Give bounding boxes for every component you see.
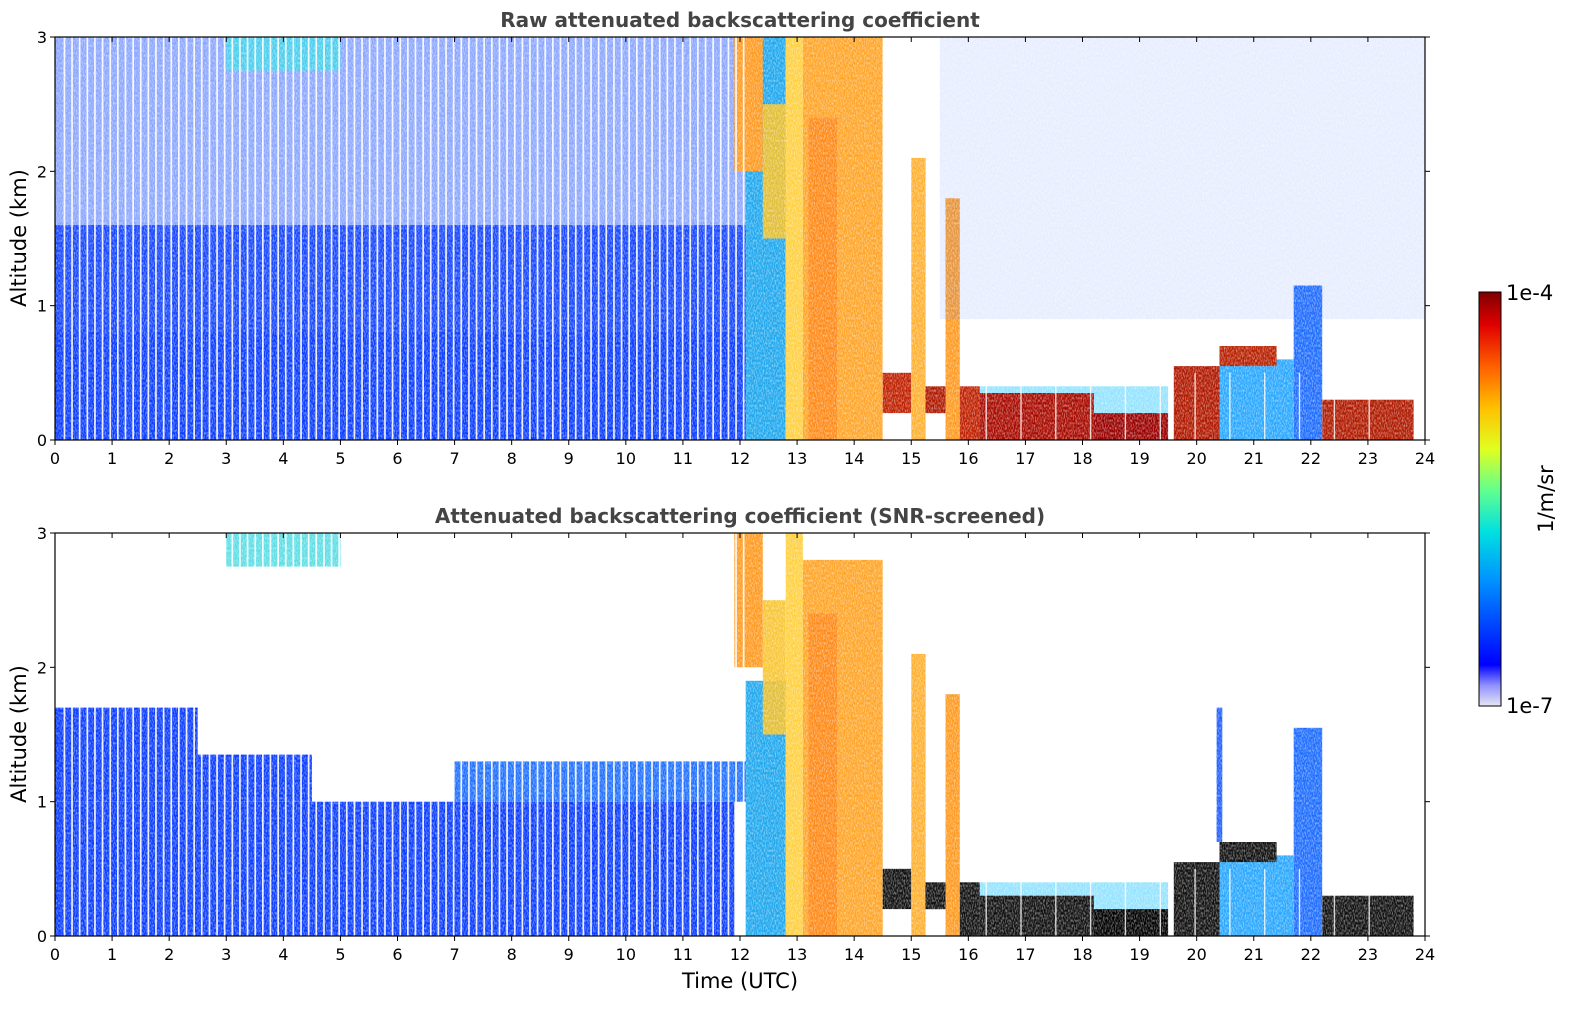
x-tick-label: 8 — [507, 449, 517, 468]
x-tick-label: 7 — [449, 945, 459, 964]
x-tick-label: 14 — [844, 945, 864, 964]
colorbar-max-label: 1e-4 — [1506, 281, 1553, 305]
x-tick-label: 3 — [221, 945, 231, 964]
panel-snr-screened: Attenuated backscattering coefficient (S… — [7, 504, 1435, 993]
y-tick-label: 0 — [37, 927, 47, 946]
x-tick-label: 21 — [1244, 449, 1264, 468]
x-tick-label: 24 — [1415, 945, 1435, 964]
x-tick-label: 13 — [787, 449, 807, 468]
colorbar-min-label: 1e-7 — [1506, 694, 1553, 718]
x-tick-label: 16 — [958, 945, 978, 964]
panel-title: Attenuated backscattering coefficient (S… — [435, 504, 1045, 528]
x-tick-label: 10 — [616, 449, 636, 468]
x-tick-label: 11 — [673, 449, 693, 468]
x-tick-label: 4 — [278, 945, 288, 964]
x-tick-label: 6 — [392, 945, 402, 964]
x-tick-label: 22 — [1301, 449, 1321, 468]
x-tick-label: 7 — [449, 449, 459, 468]
x-ticks: 0 1 2 3 4 5 6 7 8 9 10 11 12 13 14 15 16 17 18 19 20 21 22 23 24 — [50, 533, 1435, 964]
colorbar-unit-label: 1/m/sr — [1534, 465, 1558, 533]
x-tick-label: 0 — [50, 945, 60, 964]
x-tick-label: 22 — [1301, 945, 1321, 964]
y-axis-label: Altitude (km) — [7, 665, 31, 803]
x-tick-label: 14 — [844, 449, 864, 468]
colorbar-gradient — [1478, 291, 1502, 707]
x-tick-label: 2 — [164, 449, 174, 468]
x-tick-label: 17 — [1015, 945, 1035, 964]
y-tick-label: 0 — [37, 431, 47, 450]
y-tick-label: 3 — [37, 28, 47, 47]
x-tick-label: 6 — [392, 449, 402, 468]
x-tick-label: 11 — [673, 945, 693, 964]
x-tick-label: 20 — [1186, 945, 1206, 964]
x-axis-label: Time (UTC) — [681, 969, 798, 993]
x-tick-label: 9 — [564, 945, 574, 964]
noise-speckle — [55, 533, 1425, 936]
y-tick-label: 2 — [37, 162, 47, 181]
x-tick-label: 18 — [1072, 449, 1092, 468]
x-tick-label: 19 — [1129, 945, 1149, 964]
x-tick-label: 4 — [278, 449, 288, 468]
y-tick-label: 2 — [37, 658, 47, 677]
x-tick-label: 9 — [564, 449, 574, 468]
x-tick-label: 15 — [901, 449, 921, 468]
y-ticks: 0 1 2 3 — [37, 524, 1430, 946]
heatmap-raw — [55, 37, 1425, 440]
panel-raw: Raw attenuated backscattering coefficien… — [7, 8, 1435, 468]
x-tick-label: 5 — [335, 449, 345, 468]
x-tick-label: 12 — [730, 449, 750, 468]
y-tick-label: 3 — [37, 524, 47, 543]
x-tick-label: 16 — [958, 449, 978, 468]
panel-title: Raw attenuated backscattering coefficien… — [500, 8, 980, 32]
x-tick-label: 21 — [1244, 945, 1264, 964]
y-tick-label: 1 — [37, 793, 47, 812]
x-tick-label: 19 — [1129, 449, 1149, 468]
x-tick-label: 23 — [1358, 449, 1378, 468]
x-tick-label: 8 — [507, 945, 517, 964]
x-tick-label: 24 — [1415, 449, 1435, 468]
y-ticks: 0 1 2 3 — [37, 28, 1430, 450]
x-tick-label: 18 — [1072, 945, 1092, 964]
x-tick-label: 3 — [221, 449, 231, 468]
colorbar: 1e-4 1e-7 1/m/sr — [1478, 281, 1558, 718]
x-ticks: 0 1 2 3 4 5 6 7 8 9 10 11 12 13 14 15 16 17 18 19 20 21 22 23 24 — [50, 37, 1435, 468]
x-tick-label: 5 — [335, 945, 345, 964]
x-tick-label: 1 — [107, 449, 117, 468]
y-tick-label: 1 — [37, 297, 47, 316]
x-tick-label: 23 — [1358, 945, 1378, 964]
x-tick-label: 20 — [1186, 449, 1206, 468]
x-tick-label: 1 — [107, 945, 117, 964]
x-tick-label: 13 — [787, 945, 807, 964]
x-tick-label: 2 — [164, 945, 174, 964]
noise-speckle — [55, 37, 1425, 440]
x-tick-label: 15 — [901, 945, 921, 964]
y-axis-label: Altitude (km) — [7, 169, 31, 307]
heatmap-snr-screened — [55, 533, 1425, 936]
x-tick-label: 10 — [616, 945, 636, 964]
x-tick-label: 12 — [730, 945, 750, 964]
x-tick-label: 17 — [1015, 449, 1035, 468]
x-tick-label: 0 — [50, 449, 60, 468]
